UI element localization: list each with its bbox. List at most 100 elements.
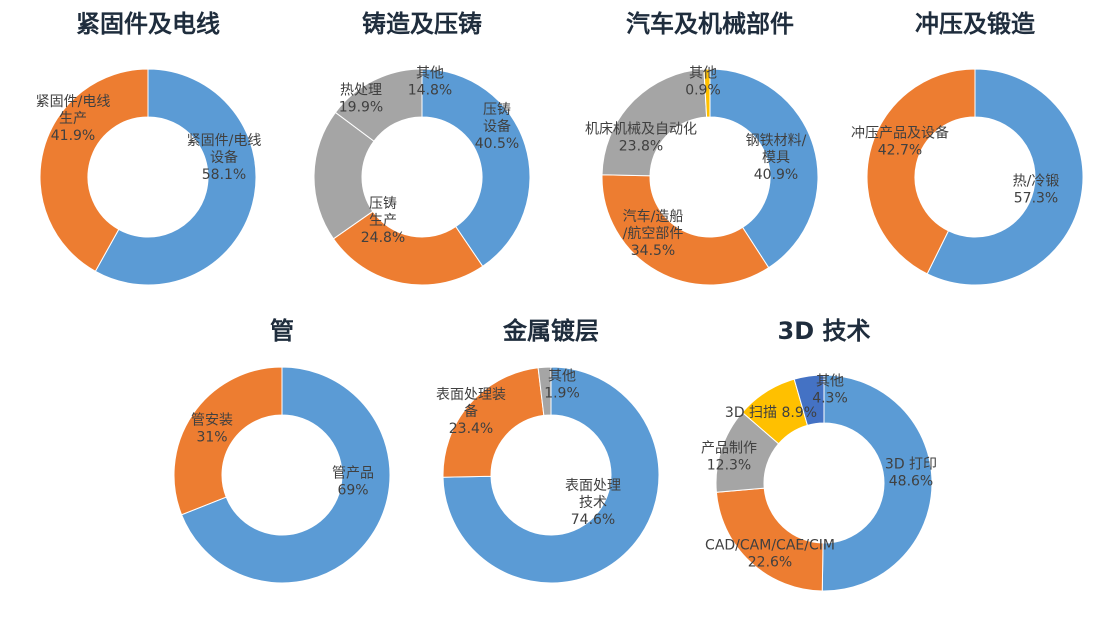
donut-slice-管安装 [173,366,283,516]
slice-label-其他: 其他 0.9% [685,66,721,99]
slice-label-line: 冲压产品及设备 [851,125,949,142]
slice-label-其他: 其他 1.9% [544,369,580,402]
slice-label-line: 14.8% [408,83,452,99]
slice-label-line: 生产 [369,213,397,229]
donut-slice-管产品 [180,366,391,584]
slice-label-line: 42.7% [878,143,922,159]
slice-label-line: 69% [337,483,368,499]
donut-slice-压铸生产 [332,210,484,286]
slice-label-表面处理装备: 表面处理装备 23.4% [436,387,506,437]
slice-label-line: 34.5% [631,243,675,259]
slice-label-line: 管产品 [332,466,374,482]
slice-label-line: 40.5% [475,136,519,152]
slice-label-line: 31% [196,430,227,446]
donut-slice-cad-cam-cae-cim [715,487,824,592]
slice-label-管安装: 管安装 31% [191,413,233,446]
slice-label-钢铁材料-模具: 钢铁材料/模具 40.9% [746,133,807,183]
chart-title: 管 [270,317,294,345]
slice-label-其他: 其他 4.3% [812,374,848,407]
donut-slice-其他 [703,68,711,118]
slice-label-表面处理技术: 表面处理技术 74.6% [565,478,621,528]
slice-label-热-冷锻: 热/冷锻 57.3% [1013,174,1060,207]
slice-label-line: 汽车/造船 [623,208,684,225]
slice-label-line: 其他 [548,369,576,385]
slice-label-冲压产品及设备: 冲压产品及设备 42.7% [851,125,949,159]
slice-label-line: 其他 [689,66,717,82]
slice-label-line: 技术 [579,495,607,511]
donut-slice-压铸设备 [421,68,531,268]
slice-label-cad-cam-cae-cim: CAD/CAM/CAE/CIM 22.6% [705,538,835,571]
slice-label-line: 24.8% [361,230,405,246]
chart-title: 汽车及机械部件 [626,10,794,38]
slice-label-line: 其他 [416,66,444,82]
donut-slice-表面处理技术 [442,366,660,584]
slice-label-line: /航空部件 [623,226,684,242]
slice-label-热处理: 热处理 19.9% [339,83,383,116]
slice-label-line: 22.6% [748,555,792,571]
donut-slice-表面处理装备 [442,367,545,478]
slice-label-line: 1.9% [544,386,580,402]
donut-slice-其他 [793,374,825,426]
donut-slice-3d-打印 [821,374,933,592]
slice-label-其他: 其他 14.8% [408,66,452,99]
slice-label-line: 压铸 [369,196,397,212]
chart-title: 紧固件及电线 [76,10,220,38]
donut-slice-汽车-造船-航空部件 [601,174,770,286]
slice-label-line: 3D 扫描 8.9% [725,405,817,421]
donut-chart-6: 3D 技术 3D 打印 48.6% CAD/CAM/CAE/CIM 22.6% 产品制作 1… [701,317,937,592]
slice-label-line: 4.3% [812,391,848,407]
slice-label-line: 其他 [816,374,844,390]
chart-title: 3D 技术 [778,317,871,345]
slice-label-汽车-造船-航空部件: 汽车/造船/航空部件 34.5% [623,208,684,259]
donut-slice-紧固件-电线生产 [39,68,149,272]
slice-label-line: 19.9% [339,100,383,116]
slice-label-line: 57.3% [1014,191,1058,207]
slice-label-line: 热/冷锻 [1013,174,1060,190]
slice-label-line: 备 [464,403,478,420]
slice-label-line: 设备 [210,149,238,166]
slice-label-line: 钢铁材料/ [746,133,807,149]
chart-title: 冲压及锻造 [915,10,1035,38]
slice-label-line: 48.6% [889,474,933,490]
slice-label-line: 23.8% [619,139,663,155]
slice-label-产品制作: 产品制作 12.3% [701,441,757,474]
slice-label-机床机械及自动化: 机床机械及自动化 23.8% [585,122,697,155]
slice-label-压铸设备: 压铸设备 40.5% [475,102,519,152]
slice-label-line: 74.6% [571,512,615,528]
donut-slice-其他 [537,366,552,416]
donut-slice-钢铁材料-模具 [709,68,819,269]
donut-slice-机床机械及自动化 [601,68,708,177]
chart-title: 铸造及压铸 [362,10,482,38]
slice-label-line: 管安装 [191,413,233,429]
donut-slice-紧固件-电线设备 [94,68,257,286]
slice-label-line: 0.9% [685,83,721,99]
slice-label-紧固件-电线设备: 紧固件/电线设备 58.1% [187,133,262,183]
slice-label-line: 表面处理 [565,478,621,494]
slice-label-3d-打印: 3D 打印 48.6% [885,456,937,490]
slice-label-line: 热处理 [340,83,382,99]
slice-label-line: 设备 [483,118,511,135]
slice-label-line: 58.1% [202,167,246,183]
slice-label-压铸生产: 压铸生产 24.8% [361,196,405,246]
slice-label-管产品: 管产品 69% [332,466,374,499]
slice-label-line: 3D 打印 [885,456,937,473]
slice-label-line: 紧固件/电线 [36,94,111,110]
slice-label-line: 紧固件/电线 [187,133,262,149]
slice-label-line: 41.9% [51,128,95,144]
slice-label-3d-扫描: 3D 扫描 8.9% [725,405,817,421]
slice-label-line: 产品制作 [701,441,757,457]
donut-slice-其他 [334,68,423,142]
slice-label-line: 模具 [762,150,790,166]
chart-title: 金属镀层 [502,317,599,345]
slice-label-line: CAD/CAM/CAE/CIM [705,538,835,554]
slice-label-line: 12.3% [707,458,751,474]
slice-label-line: 机床机械及自动化 [585,122,697,138]
donut-slice-冲压产品及设备 [866,68,976,275]
